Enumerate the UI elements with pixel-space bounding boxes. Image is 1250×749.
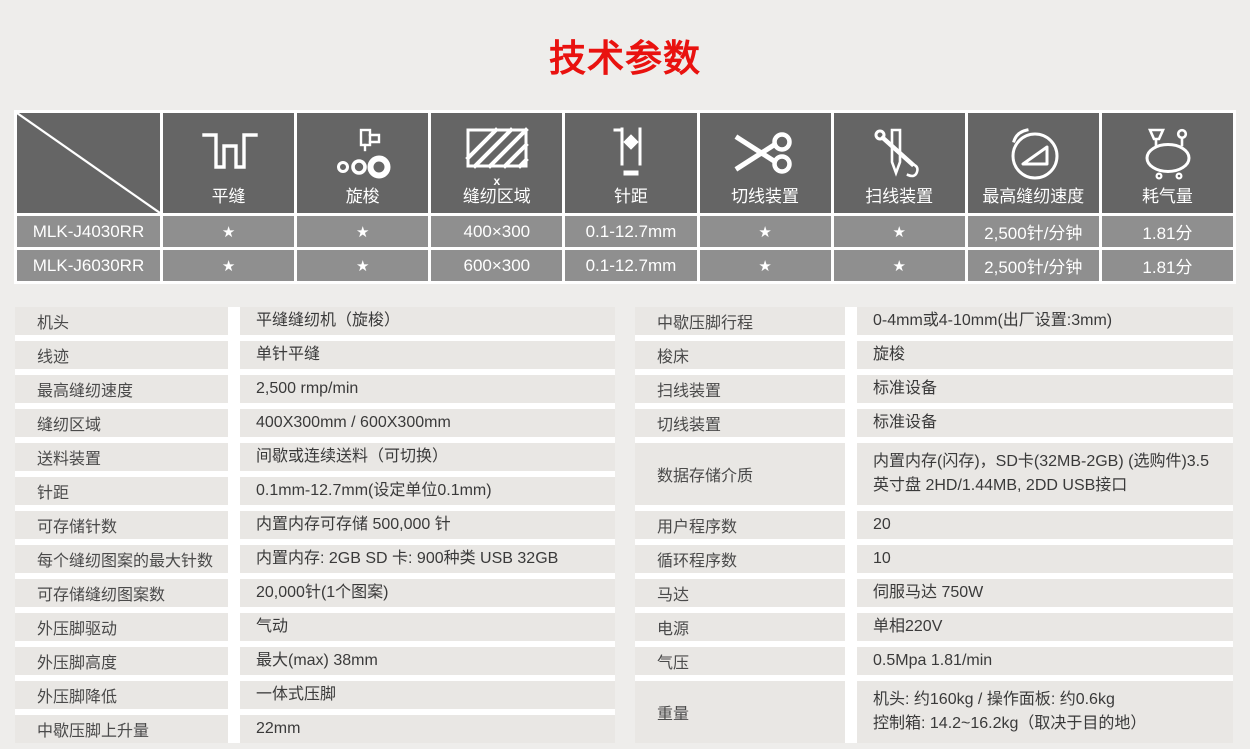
spec-label: 用户程序数 — [635, 511, 845, 539]
spec-value: 伺服马达 750W — [857, 579, 1233, 607]
spec-label: 外压脚高度 — [15, 647, 228, 675]
spec-value: 间歇或连续送料（可切换） — [240, 443, 615, 471]
stitch-length-icon — [609, 113, 653, 187]
cell-air-consumption: 1.81分 — [1101, 250, 1233, 281]
spec-label: 线迹 — [15, 341, 228, 369]
cell-thread-wiper: ★ — [833, 216, 965, 247]
thread-wiper-icon — [872, 113, 926, 187]
sewing-area-icon — [464, 113, 529, 176]
spec-value: 单相220V — [857, 613, 1233, 641]
spec-value: 单针平缝 — [240, 341, 615, 369]
column-header-label: 最高缝纫速度 — [982, 187, 1085, 206]
spec-label: 可存储缝纫图案数 — [15, 579, 228, 607]
area-x-mark: x — [493, 174, 501, 188]
spec-label: 外压脚驱动 — [15, 613, 228, 641]
spec-label: 气压 — [635, 647, 845, 675]
max-speed-icon — [1003, 113, 1063, 187]
spec-label: 最高缝纫速度 — [15, 375, 228, 403]
spec-value: 10 — [857, 545, 1233, 573]
cell-max-speed: 2,500针/分钟 — [967, 250, 1099, 281]
model-comparison-table: 平缝 旋梭 x 缝纫区域 — [14, 110, 1236, 284]
column-header-label: 扫线装置 — [865, 187, 934, 206]
flat-seam-icon — [198, 113, 260, 187]
column-header-thread-trimmer: 切线装置 — [699, 113, 831, 213]
cell-flat-seam: ★ — [163, 216, 295, 247]
model-name: MLK-J4030RR — [17, 216, 160, 247]
spec-label: 可存储针数 — [15, 511, 228, 539]
column-header-label: 耗气量 — [1141, 187, 1193, 206]
spec-table-right: 中歇压脚行程 0-4mm或4-10mm(出厂设置:3mm) 梭床 旋梭 扫线装置… — [635, 307, 1233, 743]
spec-label: 缝纫区域 — [15, 409, 228, 437]
cell-rotary-hook: ★ — [297, 250, 429, 281]
cell-sewing-area: 600×300 — [431, 250, 563, 281]
column-header-label: 旋梭 — [345, 187, 380, 206]
spec-value: 标准设备 — [857, 375, 1233, 403]
page-title: 技术参数 — [549, 38, 701, 79]
spec-label: 每个缝纫图案的最大针数 — [15, 545, 228, 573]
spec-value: 400X300mm / 600X300mm — [240, 409, 615, 437]
spec-value: 机头: 约160kg / 操作面板: 约0.6kg 控制箱: 14.2~16.2… — [857, 681, 1233, 743]
column-header-flat-seam: 平缝 — [163, 113, 295, 213]
cell-rotary-hook: ★ — [297, 216, 429, 247]
spec-table-left: 机头 平缝缝纫机（旋梭） 线迹 单针平缝 最高缝纫速度 2,500 rmp/mi… — [15, 307, 615, 743]
column-header-label: 切线装置 — [731, 187, 800, 206]
column-header-label: 缝纫区域 — [462, 187, 531, 206]
cell-stitch-length: 0.1-12.7mm — [565, 216, 697, 247]
spec-value: 内置内存可存储 500,000 针 — [240, 511, 615, 539]
column-header-air-consumption: 耗气量 — [1101, 113, 1233, 213]
spec-value: 22mm — [240, 715, 615, 743]
cell-thread-trimmer: ★ — [699, 250, 831, 281]
cell-thread-wiper: ★ — [833, 250, 965, 281]
column-header-rotary-hook: 旋梭 — [297, 113, 429, 213]
spec-label: 送料装置 — [15, 443, 228, 471]
cell-sewing-area: 400×300 — [431, 216, 563, 247]
spec-label: 数据存储介质 — [635, 443, 845, 505]
spec-value: 平缝缝纫机（旋梭） — [240, 307, 615, 335]
spec-label: 循环程序数 — [635, 545, 845, 573]
column-header-label: 平缝 — [211, 187, 246, 206]
spec-label: 针距 — [15, 477, 228, 505]
spec-value: 2,500 rmp/min — [240, 375, 615, 403]
spec-label: 外压脚降低 — [15, 681, 228, 709]
column-header-sewing-area: x 缝纫区域 — [431, 113, 563, 213]
cell-flat-seam: ★ — [163, 250, 295, 281]
spec-value: 内置内存(闪存)，SD卡(32MB-2GB) (选购件)3.5英寸盘 2HD/1… — [857, 443, 1233, 505]
cell-stitch-length: 0.1-12.7mm — [565, 250, 697, 281]
spec-value: 标准设备 — [857, 409, 1233, 437]
spec-label: 重量 — [635, 681, 845, 743]
spec-label: 马达 — [635, 579, 845, 607]
spec-label: 中歇压脚上升量 — [15, 715, 228, 743]
scissors-icon — [734, 113, 796, 187]
diagonal-line — [17, 113, 160, 213]
spec-label: 电源 — [635, 613, 845, 641]
rotary-hook-icon — [334, 113, 392, 187]
spec-value: 0.1mm-12.7mm(设定单位0.1mm) — [240, 477, 615, 505]
spec-value: 0.5Mpa 1.81/min — [857, 647, 1233, 675]
spec-label: 切线装置 — [635, 409, 845, 437]
spec-label: 扫线装置 — [635, 375, 845, 403]
cell-air-consumption: 1.81分 — [1101, 216, 1233, 247]
column-header-thread-wiper: 扫线装置 — [833, 113, 965, 213]
spec-value: 旋梭 — [857, 341, 1233, 369]
spec-label: 中歇压脚行程 — [635, 307, 845, 335]
cell-thread-trimmer: ★ — [699, 216, 831, 247]
spec-label: 机头 — [15, 307, 228, 335]
air-consumption-icon — [1137, 113, 1197, 187]
column-header-label: 针距 — [613, 187, 648, 206]
spec-value: 一体式压脚 — [240, 681, 615, 709]
spec-value: 最大(max) 38mm — [240, 647, 615, 675]
table-corner-cell — [17, 113, 160, 213]
column-header-stitch-length: 针距 — [565, 113, 697, 213]
spec-value: 20 — [857, 511, 1233, 539]
cell-max-speed: 2,500针/分钟 — [967, 216, 1099, 247]
spec-value: 20,000针(1个图案) — [240, 579, 615, 607]
model-name: MLK-J6030RR — [17, 250, 160, 281]
spec-value: 气动 — [240, 613, 615, 641]
spec-value: 0-4mm或4-10mm(出厂设置:3mm) — [857, 307, 1233, 335]
spec-value: 内置内存: 2GB SD 卡: 900种类 USB 32GB — [240, 545, 615, 573]
column-header-max-speed: 最高缝纫速度 — [967, 113, 1099, 213]
spec-label: 梭床 — [635, 341, 845, 369]
